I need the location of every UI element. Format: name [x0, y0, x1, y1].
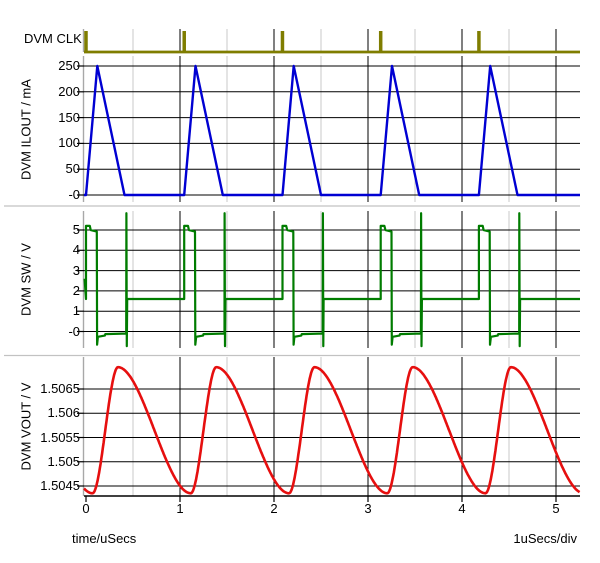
ytick-label-sw: 4: [72, 242, 80, 258]
ytick-label-sw: 5: [72, 222, 80, 237]
ilout-trace: [84, 64, 580, 197]
ytick-label-sw: 2: [72, 282, 80, 298]
x-axis: [84, 495, 580, 502]
vout-trace: [83, 365, 581, 495]
xtick-label: 3: [364, 501, 372, 516]
ytick-label-vout: 1.5065: [40, 381, 80, 396]
ytick-label-ilout: 200: [58, 83, 80, 99]
sw-waveform: [83, 212, 580, 348]
ytick-label-sw: -0: [68, 323, 80, 339]
ytick-label-vout: 1.506: [47, 405, 80, 421]
ytick-label-vout: 1.5055: [40, 429, 80, 445]
panel-title-vout: DVM VOUT / V: [18, 382, 34, 471]
panel-separators: [4, 205, 580, 357]
vertical-gridlines: [132, 29, 557, 496]
sw-trace: [83, 212, 580, 348]
ytick-label-ilout: 250: [58, 58, 80, 73]
ytick-label-vout: 1.5045: [40, 478, 80, 493]
xtick-label: 4: [458, 501, 466, 516]
ytick-label-sw: 3: [72, 262, 80, 278]
ilout-waveform: [84, 64, 580, 197]
ytick-label-ilout: 150: [58, 109, 80, 125]
xtick-label: 0: [82, 501, 90, 516]
panel-title-clk: DVM CLK: [24, 31, 82, 46]
ytick-label-sw: 1: [72, 303, 80, 319]
x-axis-scale-label: 1uSecs/div: [513, 531, 577, 546]
xtick-label: 5: [552, 501, 560, 516]
ytick-label-ilout: -0: [68, 187, 80, 202]
ytick-label-vout: 1.505: [47, 453, 80, 469]
clk-waveform: [84, 31, 580, 54]
x-axis-title: time/uSecs: [72, 531, 137, 546]
ytick-label-ilout: 100: [58, 135, 80, 151]
vout-waveform: [83, 365, 581, 495]
xtick-label: 2: [270, 501, 278, 516]
ytick-label-ilout: 50: [65, 161, 80, 177]
xtick-label: 1: [176, 501, 184, 516]
